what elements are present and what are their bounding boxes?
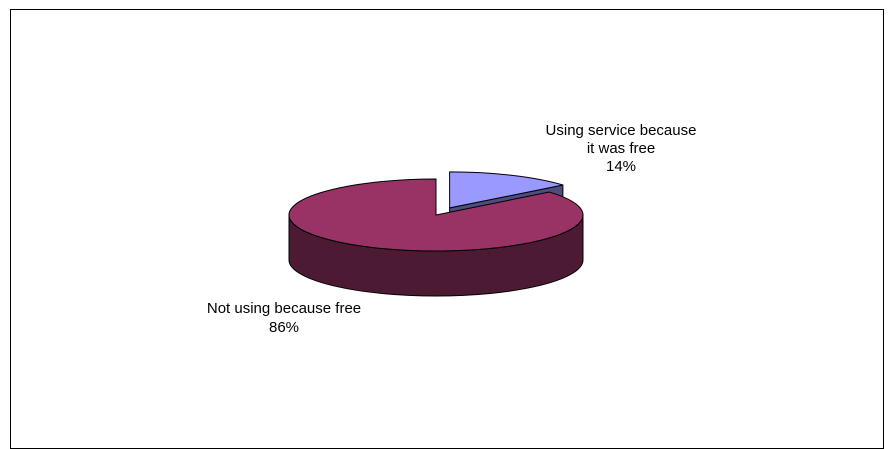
pie-tops <box>288 171 584 252</box>
slice-percent-not-using: 86% <box>269 319 299 336</box>
pie-slice-not-using-because-free <box>288 178 584 252</box>
slice-label-using-service-line1: Using service because <box>546 122 697 139</box>
pie-slice-using-service-because-it-was-free <box>449 171 564 209</box>
slice-percent-using-service: 14% <box>606 158 636 175</box>
slice-label-using-service-line2: it was free <box>587 140 655 157</box>
slice-label-not-using: Not using because free <box>207 300 361 317</box>
